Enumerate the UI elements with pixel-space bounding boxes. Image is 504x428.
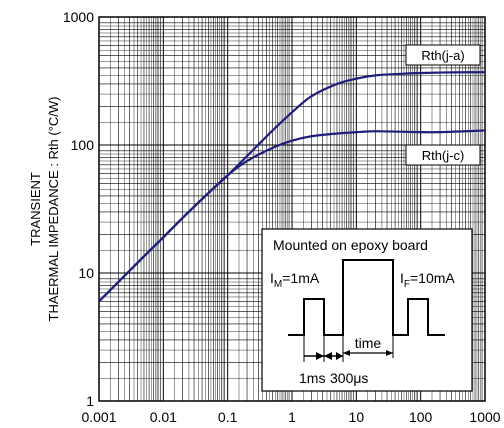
inset-time-label: time [355, 335, 382, 351]
inset-title: Mounted on epoxy board [273, 237, 428, 253]
legend-rth-ja: Rth(j-a) [405, 44, 481, 66]
series-lines [98, 71, 486, 303]
legend-rth-jc: Rth(j-c) [405, 144, 481, 166]
y-tick-label: 10 [78, 265, 94, 281]
y-tick-label: 1 [86, 393, 94, 409]
legend-label-rth-ja: Rth(j-a) [421, 48, 464, 63]
inset-im-label: IM=1mA [270, 270, 320, 290]
inset-test-conditions: Mounted on epoxy board IM=1mA IF=10mA ti… [261, 228, 473, 392]
series-line-rth-jc [98, 129, 486, 303]
inset-dim-arrow-b [324, 352, 332, 360]
inset-dim-arrow-c [336, 352, 343, 360]
y-tick-label: 100 [71, 137, 95, 153]
x-tick-label: 10 [349, 409, 365, 425]
y-axis-label-line2: THAERMAL IMPEDANCE : Rth (°C/W) [46, 96, 61, 321]
inset-dim1-label: 1ms [299, 370, 325, 386]
inset-time-arrowhead-left [343, 350, 350, 356]
legend-label-rth-jc: Rth(j-c) [422, 148, 465, 163]
inset-if-label: IF=10mA [400, 270, 455, 290]
x-tick-label: 0.001 [81, 409, 116, 425]
y-tick-label: 1000 [63, 9, 94, 25]
y-axis-label-line1: TRANSIENT [28, 172, 43, 246]
x-tick-label: 0.1 [218, 409, 238, 425]
x-tick-label: 1 [288, 409, 296, 425]
x-tick-label: 1000 [469, 409, 500, 425]
inset-time-arrowhead-right [386, 350, 393, 356]
inset-pulse-waveform [288, 259, 445, 336]
x-tick-label: 100 [409, 409, 433, 425]
inset-dim-arrow-a [316, 352, 324, 360]
x-tick-labels: 0.001 0.01 0.1 1 10 100 1000 [81, 409, 500, 425]
inset-dim2-label: 300μs [330, 370, 368, 386]
y-tick-labels: 1 10 100 1000 [63, 9, 94, 409]
plot-frame [98, 16, 486, 402]
x-tick-label: 0.01 [150, 409, 177, 425]
